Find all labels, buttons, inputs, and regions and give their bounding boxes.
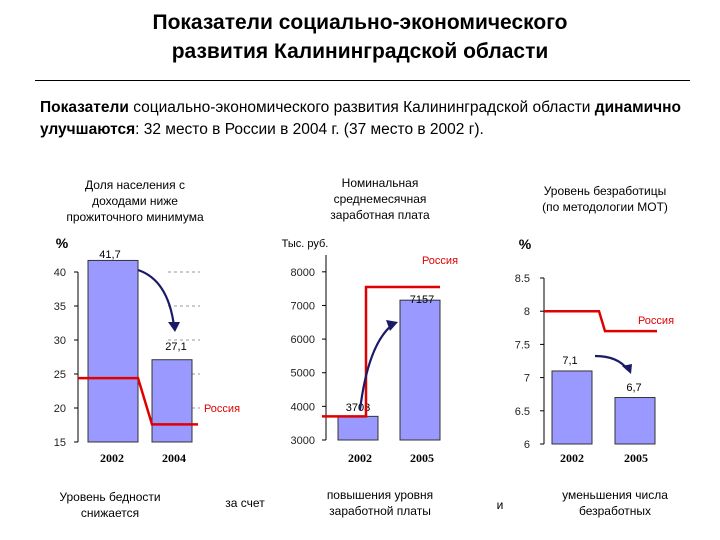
chart1-y-tick-label: 30: [54, 335, 66, 347]
chart1-arrowhead: [168, 322, 180, 332]
connector-1: за счет: [225, 496, 265, 510]
chart2-russia-label: Россия: [422, 255, 458, 267]
chart3-bottom-line1: уменьшения числа: [562, 488, 668, 502]
chart1-title-line2: доходами ниже: [92, 194, 178, 208]
chart3-x-tick-label: 2005: [624, 451, 648, 465]
chart2-bottom-line1: повышения уровня: [326, 488, 434, 502]
chart1-x-tick-label: 2002: [100, 451, 124, 465]
chart1-bottom-line1: Уровень бедности: [59, 490, 161, 504]
page-title-line2: развития Калининградской области: [171, 40, 549, 63]
chart1-y-tick-label: 35: [54, 301, 66, 313]
chart3-arrowhead: [622, 364, 632, 374]
chart3-unit-label: %: [519, 236, 532, 252]
chart1-x-tick-label: 2004: [162, 451, 186, 465]
chart2-x-tick-label: 2002: [348, 451, 372, 465]
connector-2: и: [496, 498, 504, 512]
chart2-bottom-caption: повышения уровня заработной платы: [305, 487, 455, 519]
chart2-data-label: 7157: [410, 294, 434, 306]
chart2-data-label: 3703: [346, 402, 370, 414]
page-title: Показатели социально-экономического разв…: [0, 8, 720, 66]
chart2-bar: [399, 299, 441, 441]
chart2-title-line3: заработная плата: [330, 208, 430, 222]
lead-paragraph: Показатели социально-экономического разв…: [40, 97, 690, 141]
chart3-y-tick-label: 7.5: [515, 339, 530, 351]
chart2-y-tick-label: 7000: [291, 300, 315, 312]
lead-text-1: социально-экономического развития Калини…: [128, 99, 595, 116]
lead-tail: : 32 место в России в 2004 г. (37 место …: [135, 121, 484, 138]
chart2-trend-arrow: [358, 324, 393, 411]
chart3-russia-line: [544, 309, 657, 333]
chart3-bar: [551, 370, 593, 445]
chart3-y-tick-label: 8.5: [515, 273, 530, 285]
chart1-y-tick-label: 20: [54, 403, 66, 415]
title-divider: [35, 80, 690, 81]
chart1-bar: [151, 359, 193, 443]
chart2-bottom-line2: заработной платы: [329, 504, 431, 518]
lead-bold-2: динамично улучшаются: [40, 99, 681, 138]
chart3-bar: [614, 397, 656, 445]
chart1-y-tick-label: 40: [54, 267, 66, 279]
chart2-unit-label: Тыс. руб.: [282, 238, 329, 250]
chart2-russia-line: [322, 285, 440, 418]
chart3-data-label: 7,1: [562, 355, 577, 367]
chart2-y-tick-label: 3000: [291, 435, 315, 447]
chart1-title: Доля населения с доходами ниже прожиточн…: [40, 177, 230, 225]
lead-bold-1: Показатели: [40, 99, 129, 116]
chart1-bottom-caption: Уровень бедности снижается: [50, 489, 170, 521]
chart1-data-label: 41,7: [99, 249, 120, 261]
chart3-y-tick-label: 6.5: [515, 406, 530, 418]
chart3-title: Уровень безработицы (по методологии МОТ): [505, 183, 705, 215]
chart2-arrowhead: [386, 320, 398, 331]
chart1-bottom-line2: снижается: [80, 506, 140, 520]
chart1-bar: [87, 259, 139, 443]
chart1-data-label: 27,1: [165, 341, 186, 353]
chart1-y-tick-label: 25: [54, 369, 66, 381]
chart3-bottom-caption: уменьшения числа безработных: [540, 487, 690, 519]
chart1-title-line1: Доля населения с: [85, 178, 185, 192]
chart3-x-tick-label: 2002: [560, 451, 584, 465]
chart1-trend-arrow: [137, 268, 176, 327]
chart3-data-label: 6,7: [626, 382, 641, 394]
chart2-y-tick-label: 4000: [291, 401, 315, 413]
chart3-y-tick-label: 6: [524, 439, 530, 451]
page-title-line1: Показатели социально-экономического: [152, 11, 568, 34]
chart2-title-line2: среднемесячная: [333, 192, 427, 206]
chart3-title-line2: (по методологии МОТ): [542, 200, 668, 214]
chart2-x-tick-label: 2005: [410, 451, 434, 465]
chart2-y-tick-label: 5000: [291, 368, 315, 380]
chart2-bar: [337, 415, 379, 441]
chart2-title-line1: Номинальная: [341, 176, 419, 190]
chart2-y-tick-label: 6000: [291, 334, 315, 346]
chart1-russia-line: [78, 376, 198, 426]
chart2-title: Номинальная среднемесячная заработная пл…: [300, 175, 460, 223]
chart3-bottom-line2: безработных: [578, 504, 652, 518]
chart1-y-tick-label: 15: [54, 437, 66, 449]
chart3-y-tick-label: 7: [524, 373, 530, 385]
chart1-title-line3: прожиточного минимума: [66, 210, 204, 224]
chart3-trend-arrow: [594, 354, 629, 371]
chart2-y-tick-label: 8000: [291, 267, 315, 279]
chart3-russia-label: Россия: [638, 315, 674, 327]
chart3-y-tick-label: 8: [524, 306, 530, 318]
chart3-title-line1: Уровень безработицы: [543, 184, 667, 198]
chart1-russia-label: Россия: [204, 403, 240, 415]
chart1-unit-label: %: [56, 235, 69, 251]
